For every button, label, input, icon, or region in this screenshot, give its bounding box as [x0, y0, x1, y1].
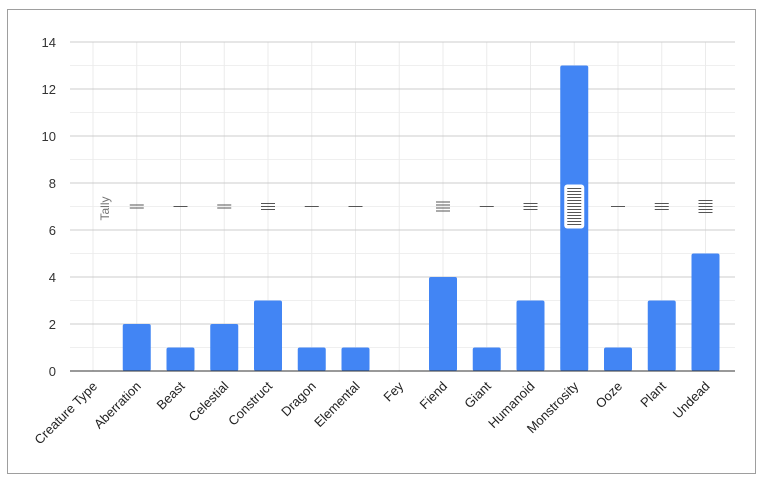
- x-category-label: Ooze: [593, 379, 626, 412]
- bar: [516, 300, 545, 371]
- x-category-label: Giant: [461, 378, 494, 411]
- bar: [254, 300, 282, 371]
- x-category-label: Fey: [380, 378, 406, 404]
- minor-gridlines: [70, 42, 735, 371]
- x-category-label: Beast: [154, 378, 188, 412]
- y-tick-label: 2: [49, 317, 56, 332]
- x-category-label: Dragon: [278, 379, 319, 420]
- y-tick-label: 12: [42, 82, 56, 97]
- bar: [647, 300, 676, 371]
- y-axis-tick-labels: 0 2 4 6 8 10 12 14: [42, 35, 56, 379]
- y-tick-label: 0: [49, 364, 56, 379]
- x-category-label: Elemental: [311, 378, 363, 430]
- bar: [166, 347, 195, 371]
- chart-frame: [7, 9, 756, 474]
- bars: [122, 65, 720, 371]
- bar: [341, 347, 370, 371]
- bar: [604, 347, 632, 371]
- bar: [122, 324, 151, 371]
- x-category-label: Fiend: [417, 379, 451, 413]
- y-tick-label: 14: [42, 35, 56, 50]
- major-gridlines: [70, 41, 735, 325]
- y-tick-label: 8: [49, 176, 56, 191]
- bar: [210, 324, 239, 371]
- x-category-label: Creature Type: [31, 379, 100, 448]
- bar: [691, 253, 720, 371]
- x-category-label: Construct: [225, 378, 275, 428]
- x-category-label: Aberration: [91, 379, 144, 432]
- y-tick-label: 6: [49, 223, 56, 238]
- bar: [429, 277, 457, 371]
- y-tick-label: 10: [42, 129, 56, 144]
- tally-marks: Tally: [98, 184, 713, 229]
- bar: [472, 347, 501, 371]
- x-category-label: Undead: [670, 379, 713, 422]
- bar: [297, 347, 326, 371]
- x-category-label: Plant: [637, 378, 669, 410]
- tally-label: Tally: [98, 196, 112, 220]
- y-tick-label: 4: [49, 270, 56, 285]
